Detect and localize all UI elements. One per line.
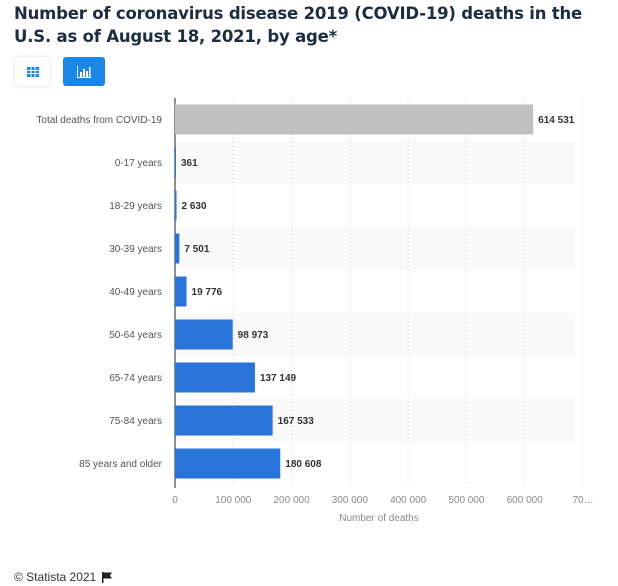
value-label: 137 149 — [260, 373, 297, 384]
bar — [175, 362, 255, 393]
value-label: 180 608 — [285, 459, 322, 470]
bar — [175, 448, 281, 479]
bar-chart-icon — [77, 65, 91, 78]
bar — [175, 104, 534, 135]
row-band — [175, 227, 575, 270]
row-band — [175, 313, 575, 356]
chart-title: Number of coronavirus disease 2019 (COVI… — [14, 4, 583, 46]
bar — [175, 190, 177, 221]
bar-chart: 0 100 000 200 000 300 000 400 000 500 000 600 … — [36, 98, 594, 524]
category-label: 18-29 years — [109, 201, 162, 212]
value-label: 2 630 — [182, 201, 207, 212]
table-view-button[interactable] — [15, 57, 50, 86]
bar — [175, 276, 187, 307]
bar — [175, 147, 176, 178]
value-label: 167 533 — [278, 416, 315, 427]
x-tick-label: 300 000 — [332, 495, 369, 506]
copyright: © Statista 2021 — [14, 570, 97, 584]
chart-view-button[interactable] — [63, 57, 105, 86]
category-label: 50-64 years — [109, 330, 162, 341]
category-label: Total deaths from COVID-19 — [36, 115, 162, 126]
value-label: 98 973 — [238, 330, 269, 341]
value-label: 361 — [181, 158, 198, 169]
x-tick-label: 0 — [172, 495, 178, 506]
x-tick-label: 500 000 — [448, 495, 485, 506]
value-label: 614 531 — [538, 115, 575, 126]
value-label: 7 501 — [184, 244, 209, 255]
flag-icon[interactable] — [102, 571, 113, 583]
category-label: 85 years and older — [79, 459, 163, 470]
footer: © Statista 2021 — [14, 570, 113, 584]
bar — [175, 233, 180, 264]
value-label: 19 776 — [192, 287, 223, 298]
category-label: 40-49 years — [109, 287, 162, 298]
x-tick-label: 600 000 — [507, 495, 544, 506]
bar — [175, 405, 273, 436]
x-tick-label: 100 000 — [215, 495, 252, 506]
x-tick-label: 200 000 — [273, 495, 310, 506]
x-axis-title: Number of deaths — [339, 513, 419, 524]
row-band — [175, 141, 575, 184]
category-label: 65-74 years — [109, 373, 162, 384]
table-icon — [26, 66, 39, 77]
bar — [175, 319, 233, 350]
category-label: 0-17 years — [115, 158, 162, 169]
category-label: 75-84 years — [109, 416, 162, 427]
x-tick-label: 400 000 — [390, 495, 427, 506]
x-tick-label: 70… — [572, 495, 593, 506]
category-label: 30-39 years — [109, 244, 162, 255]
